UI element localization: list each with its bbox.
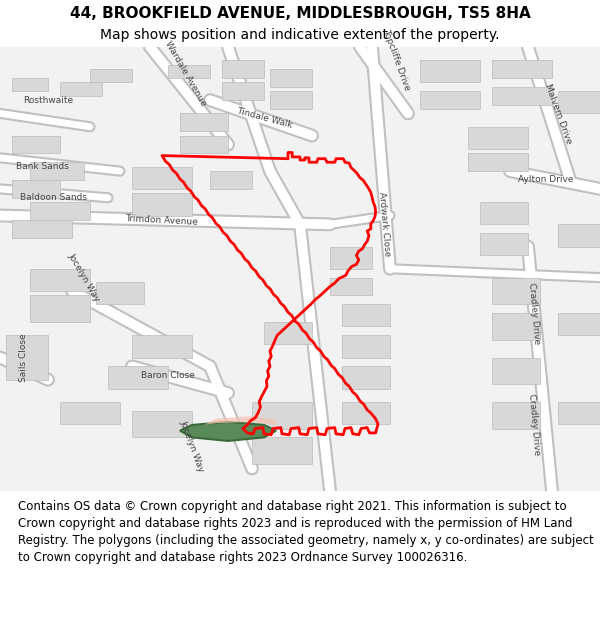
- Polygon shape: [480, 233, 528, 256]
- Text: Jocelyn Way: Jocelyn Way: [178, 419, 206, 473]
- Polygon shape: [96, 282, 144, 304]
- Polygon shape: [342, 335, 390, 357]
- Polygon shape: [12, 180, 60, 198]
- Polygon shape: [342, 366, 390, 389]
- Text: 44, BROOKFIELD AVENUE, MIDDLESBROUGH, TS5 8HA: 44, BROOKFIELD AVENUE, MIDDLESBROUGH, TS…: [70, 6, 530, 21]
- Polygon shape: [492, 357, 540, 384]
- Text: Tindale Walk: Tindale Walk: [235, 106, 293, 129]
- Polygon shape: [132, 335, 192, 357]
- Text: Malvern Drive: Malvern Drive: [543, 82, 573, 145]
- Polygon shape: [6, 335, 48, 379]
- Text: Topcliffe Drive: Topcliffe Drive: [381, 28, 411, 92]
- Polygon shape: [270, 69, 312, 87]
- Text: Trimdon Avenue: Trimdon Avenue: [125, 214, 199, 226]
- Polygon shape: [480, 202, 528, 224]
- Polygon shape: [492, 402, 540, 429]
- Text: Rosthwaite: Rosthwaite: [23, 96, 73, 104]
- Text: Ardwark Close: Ardwark Close: [377, 192, 391, 257]
- Polygon shape: [30, 202, 90, 220]
- Polygon shape: [468, 153, 528, 171]
- Polygon shape: [180, 136, 228, 153]
- Text: Baldoon Sands: Baldoon Sands: [20, 193, 88, 202]
- Polygon shape: [468, 127, 528, 149]
- Polygon shape: [492, 60, 552, 78]
- Polygon shape: [252, 402, 312, 429]
- Polygon shape: [60, 402, 120, 424]
- Polygon shape: [108, 366, 168, 389]
- Polygon shape: [12, 136, 60, 153]
- Polygon shape: [558, 313, 600, 335]
- Polygon shape: [492, 313, 540, 340]
- Text: Baron Close: Baron Close: [141, 371, 195, 380]
- Polygon shape: [132, 411, 192, 437]
- Text: Wardale Avenue: Wardale Avenue: [164, 39, 208, 107]
- Polygon shape: [210, 171, 252, 189]
- Polygon shape: [252, 438, 312, 464]
- Polygon shape: [90, 69, 132, 82]
- Polygon shape: [492, 278, 540, 304]
- Polygon shape: [342, 402, 390, 424]
- Text: Bank Sands: Bank Sands: [16, 162, 68, 171]
- Polygon shape: [30, 269, 90, 291]
- Polygon shape: [558, 91, 600, 114]
- Polygon shape: [558, 224, 600, 246]
- Polygon shape: [12, 78, 48, 91]
- Polygon shape: [222, 82, 264, 100]
- Text: Map shows position and indicative extent of the property.: Map shows position and indicative extent…: [100, 28, 500, 42]
- Polygon shape: [330, 246, 372, 269]
- Polygon shape: [132, 193, 192, 216]
- Polygon shape: [30, 162, 84, 180]
- Polygon shape: [180, 422, 276, 441]
- Polygon shape: [420, 91, 480, 109]
- Polygon shape: [12, 220, 72, 238]
- Text: Contains OS data © Crown copyright and database right 2021. This information is : Contains OS data © Crown copyright and d…: [18, 500, 594, 564]
- Polygon shape: [132, 167, 192, 189]
- Text: Cradley Drive: Cradley Drive: [527, 282, 541, 344]
- Text: Sails Close: Sails Close: [19, 333, 29, 382]
- Text: Cradley Drive: Cradley Drive: [527, 392, 541, 456]
- Polygon shape: [30, 296, 90, 322]
- Polygon shape: [180, 114, 228, 131]
- Polygon shape: [330, 278, 372, 296]
- Polygon shape: [222, 60, 264, 78]
- Polygon shape: [168, 64, 210, 78]
- Polygon shape: [264, 322, 312, 344]
- Polygon shape: [204, 416, 276, 425]
- Polygon shape: [60, 82, 102, 96]
- Polygon shape: [342, 304, 390, 326]
- Text: Aylton Drive: Aylton Drive: [518, 176, 574, 184]
- Text: Jocelyn Way: Jocelyn Way: [67, 252, 101, 304]
- Polygon shape: [270, 91, 312, 109]
- Polygon shape: [558, 402, 600, 424]
- Polygon shape: [492, 87, 552, 104]
- Polygon shape: [420, 60, 480, 82]
